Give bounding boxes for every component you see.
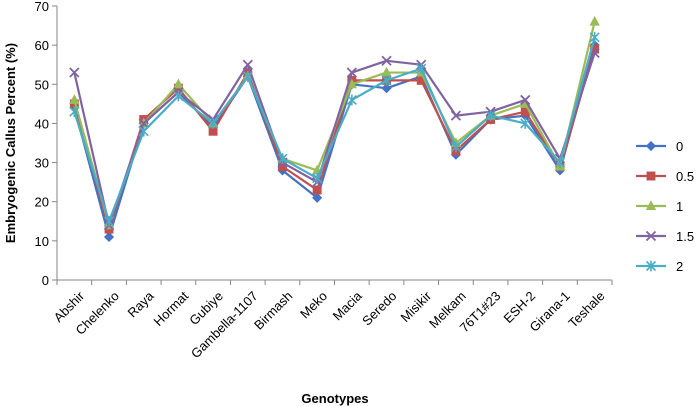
x-tick-label: Hormat — [151, 288, 192, 329]
data-point — [69, 106, 80, 118]
data-point — [589, 31, 600, 43]
data-point — [554, 157, 566, 168]
data-point — [173, 90, 184, 102]
legend-marker — [645, 260, 657, 272]
legend-label: 1 — [676, 199, 683, 214]
y-tick-label: 30 — [35, 156, 49, 171]
x-tick-label: Seredo — [359, 288, 399, 328]
y-tick-label: 50 — [35, 77, 49, 92]
data-point — [381, 55, 392, 66]
data-point — [312, 185, 322, 195]
data-point — [208, 118, 219, 129]
data-point — [589, 15, 600, 26]
y-tick-label: 10 — [35, 234, 49, 249]
legend-item: 2 — [636, 259, 683, 274]
data-point — [242, 71, 253, 82]
data-point — [103, 215, 115, 227]
data-point — [69, 94, 80, 104]
legend: 0 0.5 1 1.5 2 — [636, 139, 694, 274]
data-point — [277, 153, 288, 165]
legend-item: 1 — [636, 199, 683, 214]
legend-label: 2 — [676, 259, 683, 274]
data-point — [69, 67, 80, 78]
data-point — [381, 74, 392, 86]
data-point — [520, 94, 531, 106]
data-point — [346, 94, 357, 106]
x-tick-label: Birmash — [251, 288, 295, 332]
y-tick-label: 70 — [35, 0, 49, 14]
y-tick-label: 60 — [35, 38, 49, 53]
series-2 — [69, 31, 600, 227]
y-tick-label: 40 — [35, 116, 49, 131]
legend-marker — [645, 200, 657, 211]
data-point — [346, 78, 358, 89]
data-point — [416, 63, 427, 75]
legend-item: 0 — [636, 139, 683, 154]
x-tick-label: Meko — [297, 288, 330, 321]
y-axis-title: Embryogenic Callus Percent (%) — [3, 43, 18, 243]
data-point — [103, 231, 115, 243]
data-point — [242, 59, 253, 70]
data-point — [485, 110, 496, 121]
series-line — [73, 52, 596, 227]
legend-marker — [645, 140, 657, 152]
data-point — [450, 141, 461, 153]
y-tick-label: 20 — [35, 195, 49, 210]
legend-label: 0 — [676, 139, 683, 154]
series-line — [73, 37, 596, 223]
data-point — [138, 125, 149, 137]
y-axis: 0 10 20 30 40 50 60 70 — [35, 0, 58, 288]
legend-item: 1.5 — [636, 229, 694, 244]
data-point — [520, 118, 531, 129]
x-axis-title: Genotypes — [301, 391, 368, 406]
x-tick-label: Teshale — [565, 288, 607, 330]
data-point — [312, 192, 323, 203]
data-point — [381, 83, 392, 94]
data-point — [346, 67, 357, 78]
data-point — [450, 110, 462, 121]
legend-label: 0.5 — [676, 169, 694, 184]
legend-marker — [645, 230, 657, 242]
data-point — [312, 172, 323, 184]
legend-marker — [646, 171, 656, 181]
legend-label: 1.5 — [676, 229, 694, 244]
series-layer — [69, 15, 600, 243]
data-point — [138, 118, 149, 129]
legend-item: 0.5 — [636, 169, 694, 184]
y-tick-label: 0 — [42, 273, 49, 288]
data-point — [173, 78, 184, 89]
